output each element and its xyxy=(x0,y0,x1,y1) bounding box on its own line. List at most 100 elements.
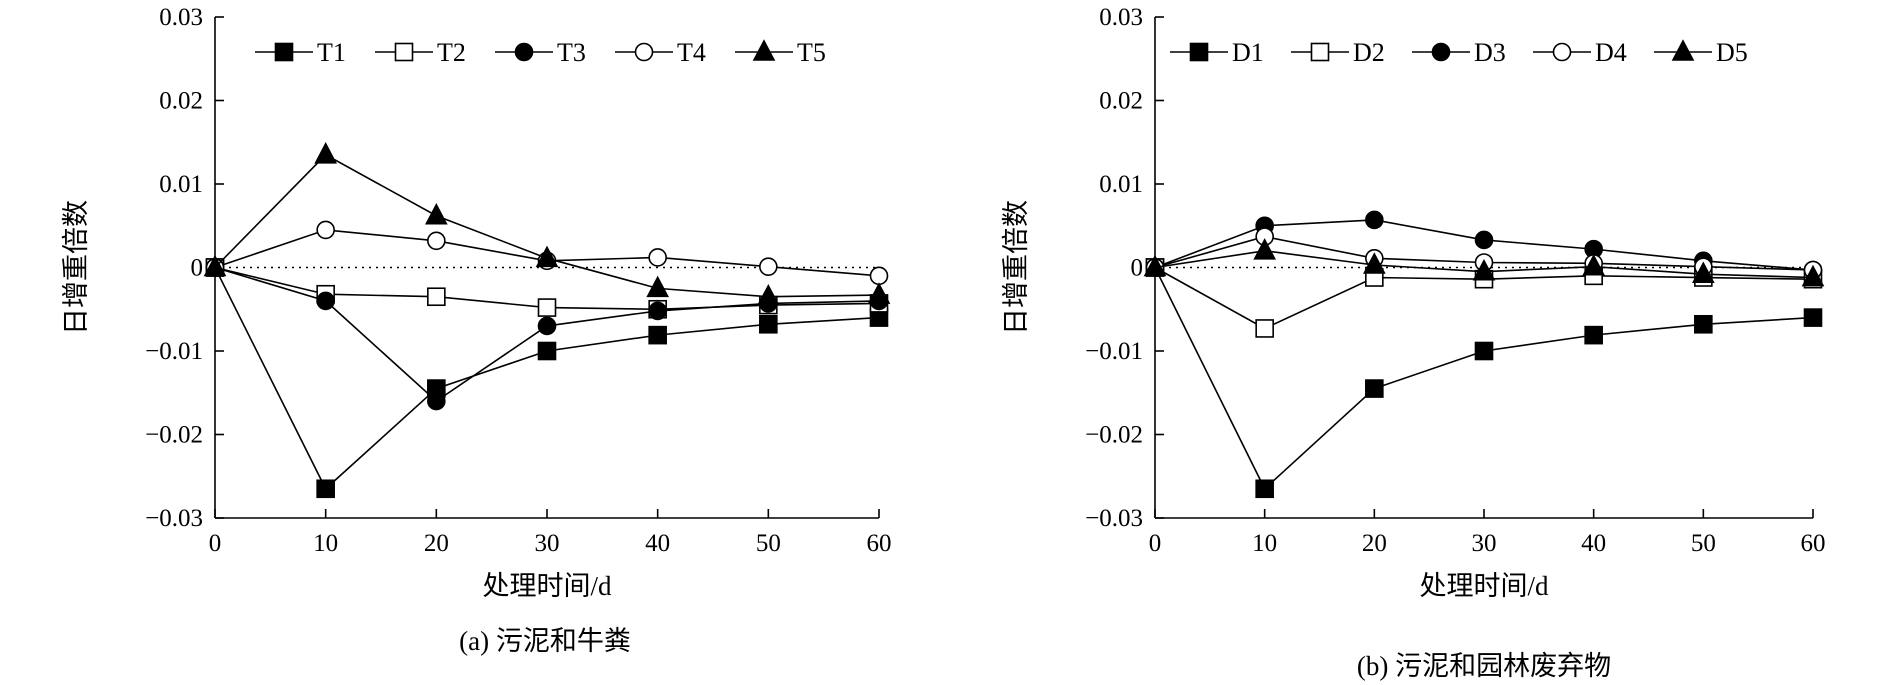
series-D5 xyxy=(1143,238,1825,287)
data-point-T5 xyxy=(867,282,891,304)
series-line-T5 xyxy=(214,153,880,298)
data-point-T5 xyxy=(535,245,559,268)
legend-label-D1: D1 xyxy=(1232,38,1264,67)
legend-label-T5: T5 xyxy=(797,38,826,67)
data-point-D1 xyxy=(1694,314,1713,334)
legend-marker-T2 xyxy=(394,42,414,62)
data-point-D5 xyxy=(1692,261,1715,283)
x-tick-label: 60 xyxy=(867,530,892,557)
legend-label-T3: T3 xyxy=(557,38,586,67)
legend-marker-T3 xyxy=(514,42,534,62)
y-tick-label: −0.01 xyxy=(1085,338,1143,365)
x-tick-label: 20 xyxy=(1362,530,1387,557)
data-point-D5 xyxy=(1801,264,1825,287)
legend-label-T4: T4 xyxy=(677,38,706,67)
y-tick-label: 0.01 xyxy=(159,171,203,198)
data-point-T1 xyxy=(648,325,667,345)
data-point-T4 xyxy=(427,231,446,251)
y-axis-label: 日增重倍数 xyxy=(61,200,91,335)
data-point-D5 xyxy=(1582,253,1605,276)
y-tick-label: 0.03 xyxy=(159,4,203,31)
x-tick-label: 40 xyxy=(645,530,670,557)
panel-caption: (a) 污泥和牛粪 xyxy=(459,626,631,656)
panel-caption: (b) 污泥和园林废弃物 xyxy=(1357,651,1611,681)
data-point-T4 xyxy=(759,257,778,276)
data-point-T5 xyxy=(425,203,448,225)
series-T3 xyxy=(205,258,889,411)
x-tick-label: 30 xyxy=(535,530,560,557)
legend-label-D4: D4 xyxy=(1595,38,1627,67)
y-axis-label: 日增重倍数 xyxy=(1001,200,1031,335)
data-point-T4 xyxy=(316,220,335,240)
legend-marker-T4 xyxy=(634,42,654,62)
legend-label-D2: D2 xyxy=(1353,38,1385,67)
y-tick-label: −0.01 xyxy=(145,338,203,365)
legend-marker-D1 xyxy=(1189,42,1209,62)
y-tick-label: −0.03 xyxy=(145,505,203,532)
x-tick-label: 10 xyxy=(1252,530,1277,557)
x-tick-label: 20 xyxy=(424,530,449,557)
y-tick-label: 0.02 xyxy=(159,88,203,115)
data-point-T5 xyxy=(646,275,669,298)
data-point-T3 xyxy=(648,301,667,321)
legend-label-T1: T1 xyxy=(317,38,346,67)
data-point-T1 xyxy=(537,341,557,361)
x-tick-label: 60 xyxy=(1801,530,1826,557)
chart-panel-a: 0.030.020.010−0.01−0.02−0.030 10 20 30 40 50 6… xyxy=(61,4,892,656)
data-point-D5 xyxy=(1363,252,1386,274)
data-point-T5 xyxy=(314,142,337,164)
legend-marker-D4 xyxy=(1552,42,1572,62)
x-axis-label: 处理时间/d xyxy=(482,571,612,601)
data-point-T4 xyxy=(648,248,667,267)
data-point-D5 xyxy=(1472,258,1496,281)
series-T1 xyxy=(205,258,889,499)
legend-marker-D5 xyxy=(1671,39,1695,61)
y-tick-label: −0.02 xyxy=(1085,422,1143,449)
data-point-T5 xyxy=(203,254,227,277)
y-tick-label: −0.02 xyxy=(145,422,203,449)
legend-label-D5: D5 xyxy=(1716,38,1748,67)
x-tick-label: 10 xyxy=(313,530,338,557)
x-tick-label: 0 xyxy=(209,530,222,557)
chart-panel-b: 0.030.020.010−0.01−0.02−0.030 10 20 30 40 50 6… xyxy=(1001,4,1826,681)
data-point-T3 xyxy=(316,291,335,311)
legend: T1 T2 T3 T4 T5 xyxy=(255,38,826,67)
legend-label-T2: T2 xyxy=(437,38,466,67)
data-point-D5 xyxy=(1253,238,1276,260)
data-point-T2 xyxy=(537,298,557,317)
y-tick-label: −0.03 xyxy=(1085,505,1143,532)
y-tick-label: 0.03 xyxy=(1099,4,1143,31)
x-tick-label: 50 xyxy=(1691,530,1716,557)
data-point-T1 xyxy=(759,314,778,334)
data-point-D3 xyxy=(1474,230,1494,250)
series-D1 xyxy=(1145,258,1823,499)
x-tick-label: 30 xyxy=(1472,530,1497,557)
data-point-D2 xyxy=(1255,319,1274,338)
y-tick-label: 0.02 xyxy=(1099,88,1143,115)
data-point-D1 xyxy=(1474,341,1494,361)
legend-marker-D2 xyxy=(1310,42,1330,62)
y-tick-label: 0.01 xyxy=(1099,171,1143,198)
data-point-D1 xyxy=(1803,308,1823,327)
series-T5 xyxy=(203,142,891,306)
x-axis-label: 处理时间/d xyxy=(1419,571,1549,601)
x-tick-label: 40 xyxy=(1581,530,1606,557)
data-point-D3 xyxy=(1365,210,1384,230)
y-tick-label: 0 xyxy=(1131,255,1144,282)
x-tick-label: 50 xyxy=(756,530,781,557)
data-point-T2 xyxy=(427,287,446,307)
legend-marker-T1 xyxy=(274,42,294,62)
data-point-D1 xyxy=(1255,479,1274,499)
legend: D1 D2 D3 D4 D5 xyxy=(1170,38,1748,67)
x-tick-label: 0 xyxy=(1149,530,1162,557)
series-line-D1 xyxy=(1154,267,1814,491)
legend-label-D3: D3 xyxy=(1474,38,1506,67)
y-tick-label: 0 xyxy=(191,255,204,282)
data-point-T5 xyxy=(757,284,780,306)
legend-marker-D3 xyxy=(1431,42,1451,62)
data-point-T3 xyxy=(427,391,446,411)
data-point-D1 xyxy=(1365,379,1384,398)
data-point-T3 xyxy=(537,316,557,336)
data-point-T4 xyxy=(869,266,889,286)
